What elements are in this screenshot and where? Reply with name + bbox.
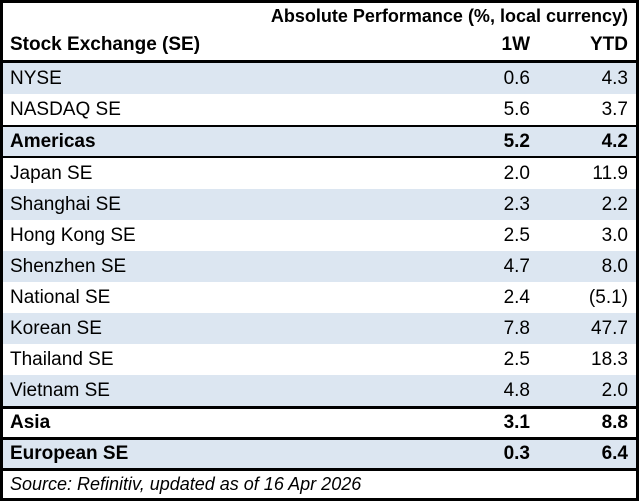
row-ytd-value: 3.0: [601, 224, 628, 246]
row-label: Shanghai SE: [10, 193, 121, 215]
row-label: National SE: [10, 286, 111, 308]
table-row-nasdaq: NASDAQ SE 5.6 3.7: [3, 94, 636, 125]
table-row-shanghai: Shanghai SE 2.3 2.2: [3, 189, 636, 220]
row-ytd-value: 6.4: [601, 443, 628, 464]
row-ytd-value: 2.2: [601, 193, 628, 215]
row-ytd-value: 2.0: [601, 379, 628, 401]
row-1w-value: 2.5: [503, 348, 530, 370]
table-row-japan: Japan SE 2.0 11.9: [3, 158, 636, 189]
row-1w-value: 4.7: [503, 255, 530, 277]
row-label: NASDAQ SE: [10, 98, 121, 120]
row-1w-value: 4.8: [503, 379, 530, 401]
row-1w-value: 2.0: [503, 162, 530, 184]
row-label: European SE: [10, 443, 129, 464]
table-row-shenzhen: Shenzhen SE 4.7 8.0: [3, 251, 636, 282]
table-header-row: Stock Exchange (SE) 1W YTD: [3, 30, 636, 63]
row-ytd-value: 11.9: [592, 162, 628, 184]
row-1w-value: 3.1: [503, 412, 530, 433]
row-ytd-value: 47.7: [591, 317, 628, 339]
row-ytd-value: 8.8: [601, 412, 628, 433]
table-row-thailand: Thailand SE 2.5 18.3: [3, 344, 636, 375]
table-row-americas-total: Americas 5.2 4.2: [3, 125, 636, 158]
row-label: Thailand SE: [10, 348, 114, 370]
source-note: Source: Refinitiv, updated as of 16 Apr …: [10, 474, 362, 494]
table-row-asia-total: Asia 3.1 8.8: [3, 406, 636, 440]
table-row-nyse: NYSE 0.6 4.3: [3, 63, 636, 94]
row-ytd-value: 4.2: [601, 130, 628, 152]
row-ytd-value: (5.1): [588, 286, 628, 308]
row-label: Asia: [10, 412, 51, 433]
table-row-national: National SE 2.4 (5.1): [3, 282, 636, 313]
row-1w-value: 2.5: [503, 224, 530, 246]
row-ytd-value: 8.0: [601, 255, 628, 277]
row-label: Hong Kong SE: [10, 224, 136, 246]
row-1w-value: 5.2: [503, 130, 530, 152]
table-row-korean: Korean SE 7.8 47.7: [3, 313, 636, 344]
row-ytd-value: 18.3: [591, 348, 628, 370]
header-1w: 1W: [501, 34, 531, 55]
row-ytd-value: 3.7: [601, 98, 628, 120]
row-1w-value: 2.4: [503, 286, 530, 308]
table-row-hongkong: Hong Kong SE 2.5 3.0: [3, 220, 636, 251]
row-1w-value: 5.6: [503, 98, 530, 120]
row-1w-value: 7.8: [503, 317, 530, 339]
table-row-european-total: European SE 0.3 6.4: [3, 440, 636, 471]
header-ytd: YTD: [590, 34, 628, 55]
row-ytd-value: 4.3: [601, 67, 628, 89]
row-label: NYSE: [10, 67, 62, 89]
row-label: Americas: [10, 130, 96, 152]
row-1w-value: 0.3: [503, 443, 530, 464]
row-label: Vietnam SE: [10, 379, 110, 401]
table-row-vietnam: Vietnam SE 4.8 2.0: [3, 375, 636, 406]
row-1w-value: 0.6: [503, 67, 530, 89]
row-label: Japan SE: [10, 162, 93, 184]
header-label: Stock Exchange (SE): [10, 34, 201, 55]
row-label: Shenzhen SE: [10, 255, 127, 277]
row-label: Korean SE: [10, 317, 102, 339]
table-title: Absolute Performance (%, local currency): [270, 6, 628, 26]
row-1w-value: 2.3: [503, 193, 530, 215]
